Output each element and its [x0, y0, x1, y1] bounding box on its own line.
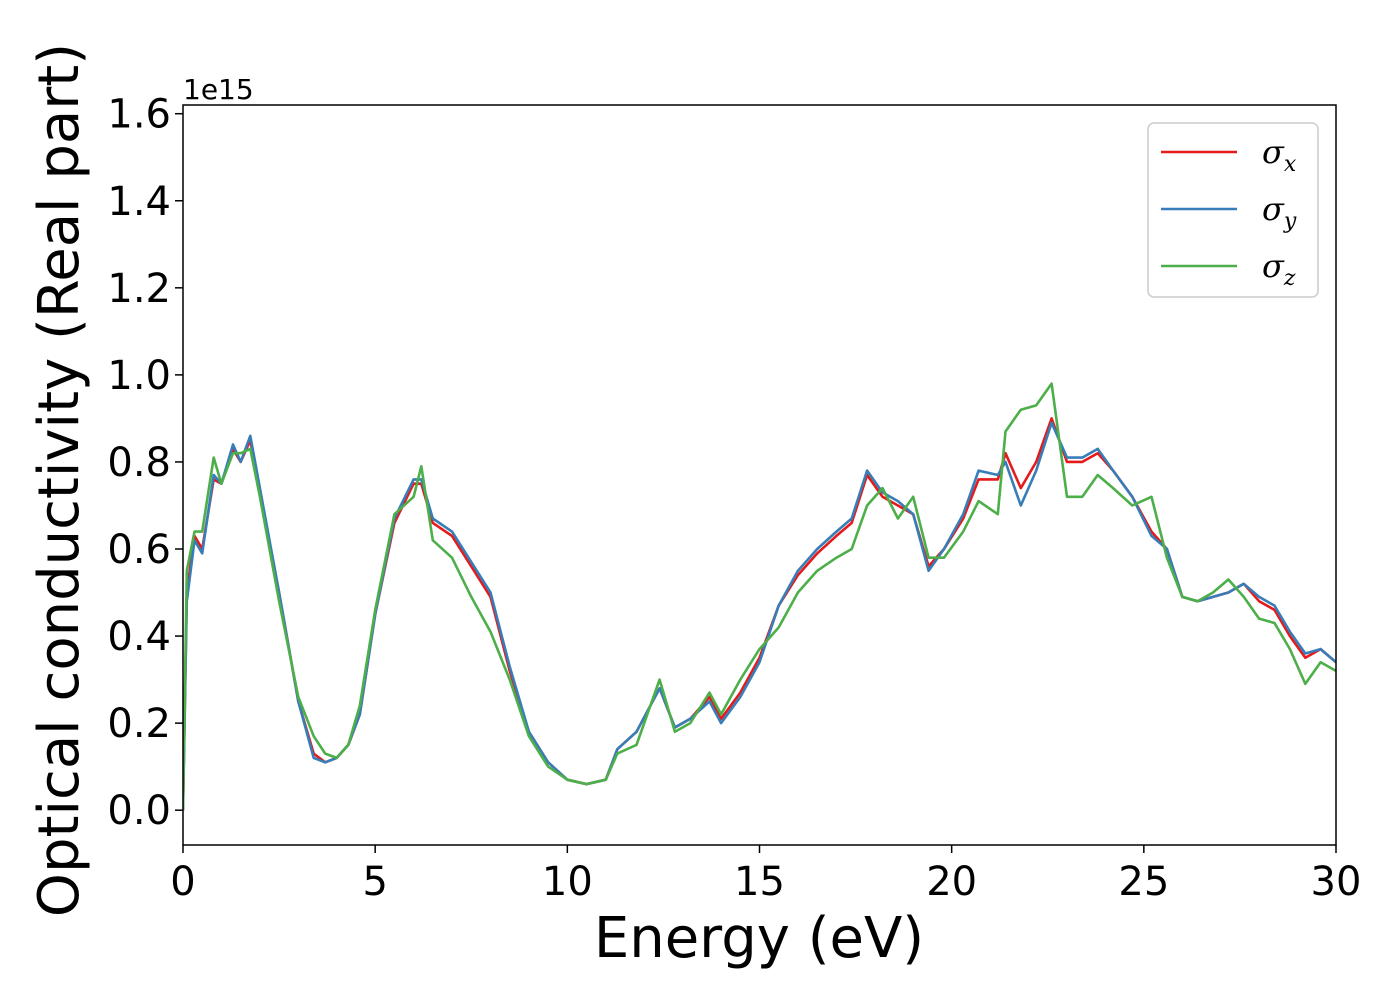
y-tick-label: 1.4	[107, 179, 171, 225]
x-axis: 0 5 10 15 20 25 30	[170, 845, 1361, 905]
y-axis-title: Optical conductivity (Real part)	[27, 43, 92, 917]
y-tick-label: 0.2	[107, 701, 171, 747]
y-axis: 0.0 0.2 0.4 0.6 0.8 1.0 1.2 1.4 1.6	[107, 92, 183, 834]
series-line-x	[183, 417, 1336, 811]
y-tick-label: 1.6	[107, 92, 171, 138]
y-tick-label: 0.6	[107, 527, 171, 573]
x-tick-label: 10	[542, 859, 593, 905]
y-tick-label: 1.0	[107, 353, 171, 399]
y-tick-label: 0.0	[107, 788, 171, 834]
series-layer	[183, 382, 1336, 811]
x-tick-label: 5	[362, 859, 387, 905]
x-tick-label: 0	[170, 859, 195, 905]
x-tick-label: 30	[1311, 859, 1362, 905]
x-tick-label: 20	[926, 859, 977, 905]
x-tick-label: 15	[734, 859, 785, 905]
y-tick-label: 0.4	[107, 614, 171, 660]
y-tick-label: 0.8	[107, 440, 171, 486]
x-axis-title: Energy (eV)	[594, 906, 924, 971]
series-line-z	[183, 382, 1336, 811]
series-line-y	[183, 421, 1336, 811]
x-tick-label: 25	[1118, 859, 1169, 905]
y-offset-label: 1e15	[183, 73, 254, 106]
y-tick-label: 1.2	[107, 266, 171, 312]
